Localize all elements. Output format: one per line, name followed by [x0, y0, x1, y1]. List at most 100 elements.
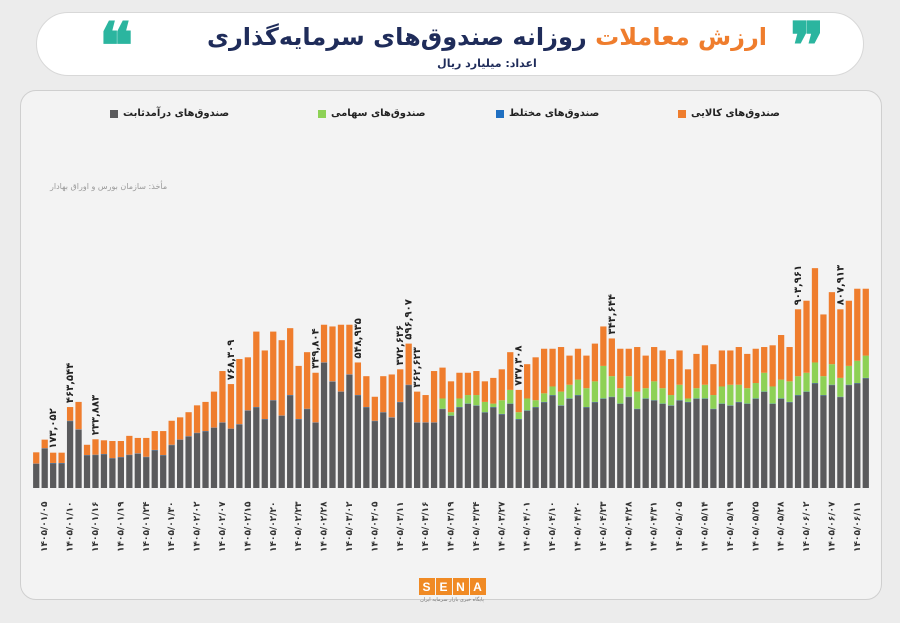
bar-segment-fixed-income: [481, 412, 488, 488]
legend-swatch-icon: [318, 109, 326, 118]
bar-segment-equity: [794, 376, 802, 396]
bar-segment-commodity: [684, 369, 692, 399]
legend-label: صندوق‌های سهامی: [331, 108, 426, 119]
bar-segment-commodity: [464, 372, 472, 396]
x-tick-label: ۱۴۰۵/۰۵/۰۵: [675, 501, 685, 552]
bar-segment-fixed-income: [261, 419, 268, 488]
logo-tagline: پایگاه خبری بازار سرمایه ایران: [420, 597, 484, 603]
x-tick-label: ۱۴۰۵/۰۵/۱۴: [701, 501, 711, 552]
bar-segment-equity: [574, 379, 582, 396]
bar-segment-commodity: [473, 371, 480, 396]
bar-segment-fixed-income: [151, 450, 158, 488]
x-tick-label: ۱۴۰۵/۰۵/۲۸: [777, 501, 787, 552]
bar-segment-fixed-income: [287, 395, 294, 488]
bar-segment-commodity: [422, 395, 429, 423]
bar-segment-commodity: [456, 372, 463, 399]
bar-segment-fixed-income: [354, 395, 362, 488]
bar-segment-fixed-income: [710, 409, 717, 488]
bar-segment-fixed-income: [270, 400, 277, 488]
legend-label: صندوق‌های کالایی: [691, 108, 780, 119]
bar-segment-fixed-income: [185, 436, 192, 488]
legend-item-fixed-income: صندوق‌های درآمدثابت: [110, 108, 229, 119]
bar-segment-equity: [769, 386, 776, 404]
bar-segment-equity: [659, 388, 666, 404]
bar-segment-fixed-income: [634, 409, 641, 488]
bar-segment-equity: [549, 386, 556, 396]
bar-segment-fixed-income: [168, 445, 175, 489]
bar-segment-fixed-income: [735, 402, 742, 488]
bar-segment-fixed-income: [388, 417, 395, 489]
bar-segment-equity: [583, 388, 590, 408]
data-label: ۸۰۷,۹۱۳: [835, 265, 846, 305]
bar-segment-fixed-income: [380, 412, 387, 488]
bar-segment-commodity: [329, 326, 336, 382]
bar-segment-commodity: [295, 365, 302, 420]
bar-segment-commodity: [820, 314, 827, 377]
x-tick-label: ۱۴۰۵/۰۴/۳۱: [650, 501, 660, 552]
bar-segment-fixed-income: [337, 391, 345, 488]
bar-segment-commodity: [50, 452, 57, 463]
bar-segment-fixed-income: [718, 403, 725, 488]
bar-segment-fixed-income: [41, 448, 48, 489]
x-tick-label: ۱۴۰۵/۰۲/۲۳: [294, 501, 304, 552]
bar-segment-commodity: [92, 439, 99, 455]
x-tick-label: ۱۴۰۵/۰۵/۱۹: [726, 501, 736, 552]
bar-segment-fixed-income: [591, 402, 599, 488]
bar-segment-commodity: [769, 345, 776, 387]
bar-segment-equity: [744, 388, 751, 404]
bar-segment-fixed-income: [456, 407, 463, 488]
legend-label: صندوق‌های مختلط: [509, 108, 600, 119]
bar-segment-commodity: [270, 331, 277, 401]
legend-item-equity: صندوق‌های سهامی: [318, 108, 426, 119]
bar-segment-equity: [845, 365, 852, 385]
bar-segment-fixed-income: [744, 403, 751, 488]
title-main: روزانه صندوق‌های سرمایه‌گذاری: [206, 23, 587, 51]
logo-letter: N: [452, 578, 469, 595]
bar-segment-commodity: [667, 359, 675, 396]
bar-segment-commodity: [261, 350, 268, 420]
bar-segment-commodity: [718, 350, 725, 387]
bar-segment-fixed-income: [244, 410, 251, 488]
bar-segment-fixed-income: [422, 422, 429, 488]
bar-segment-commodity: [515, 389, 522, 413]
bar-segment-fixed-income: [66, 421, 74, 489]
bar-segment-commodity: [439, 367, 446, 399]
bar-segment-equity: [473, 395, 480, 406]
bar-segment-fixed-income: [574, 395, 582, 488]
bar-segment-commodity: [210, 391, 218, 428]
bar-segment-commodity: [481, 381, 488, 402]
bar-segment-equity: [837, 377, 844, 397]
data-label: ۳۷۲,۶۳۶: [395, 325, 406, 365]
bar-segment-commodity: [591, 343, 599, 382]
bar-segment-fixed-income: [219, 422, 226, 488]
bar-segment-fixed-income: [295, 419, 302, 488]
bar-segment-commodity: [253, 331, 260, 408]
bar-segment-equity: [600, 365, 607, 399]
bar-segment-commodity: [312, 372, 319, 423]
bar-segment-fixed-income: [397, 402, 404, 488]
x-tick-label: ۱۴۰۵/۰۴/۰۱: [523, 501, 533, 552]
bar-segment-commodity: [168, 420, 175, 445]
bar-segment-fixed-income: [837, 397, 844, 489]
bar-segment-fixed-income: [600, 398, 607, 488]
bar-segment-equity: [439, 398, 446, 409]
bar-segment-commodity: [337, 324, 345, 392]
bar-segment-fixed-income: [143, 457, 150, 488]
bar-segment-equity: [854, 360, 861, 384]
bar-segment-fixed-income: [414, 422, 421, 488]
bar-segment-equity: [634, 391, 641, 409]
bar-segment-commodity: [761, 347, 768, 373]
logo-letter: E: [435, 578, 452, 595]
bar-segment-commodity: [693, 353, 700, 389]
bar-segment-fixed-income: [92, 455, 99, 488]
quote-left-icon: ❝: [99, 9, 134, 84]
bar-segment-equity: [701, 384, 709, 399]
bar-segment-fixed-income: [177, 439, 184, 488]
bar-segment-fixed-income: [667, 405, 675, 488]
bar-segment-commodity: [303, 352, 311, 409]
bar-segment-commodity: [354, 362, 362, 396]
bar-segment-equity: [803, 372, 810, 392]
bar-segment-commodity: [642, 355, 649, 389]
bar-segment-fixed-income: [363, 407, 370, 488]
bar-segment-equity: [498, 400, 505, 414]
